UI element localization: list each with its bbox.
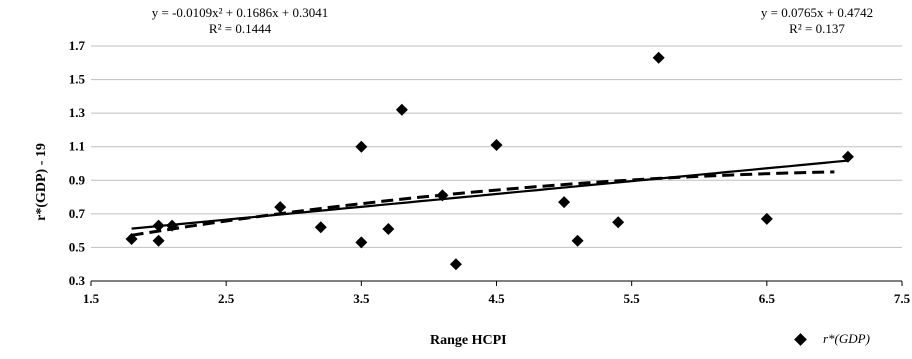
- y-tick-label: 0.3: [69, 273, 86, 288]
- polynomial-trendline: [131, 170, 835, 237]
- x-tick-label: 6.5: [759, 291, 776, 306]
- data-point: [571, 234, 584, 247]
- data-point: [841, 150, 854, 163]
- data-point: [382, 222, 395, 235]
- data-point: [449, 258, 462, 271]
- data-point: [355, 140, 368, 153]
- data-point: [558, 196, 571, 209]
- y-axis-label: r*(GDP) - 19: [34, 143, 49, 221]
- linear-trendline: [131, 159, 849, 230]
- data-point: [490, 139, 503, 152]
- data-point: [166, 219, 179, 232]
- polynomial-trend-label: y = -0.0109x² + 0.1686x + 0.3041 R² = 0.…: [120, 5, 360, 37]
- x-tick-label: 5.5: [624, 291, 641, 306]
- data-point: [355, 236, 368, 249]
- y-tick-label: 1.5: [69, 72, 86, 87]
- y-tick-label: 0.7: [69, 206, 86, 221]
- x-tick-label: 1.5: [83, 291, 100, 306]
- y-tick-label: 1.3: [69, 105, 86, 120]
- data-point: [395, 103, 408, 116]
- data-point: [125, 233, 138, 246]
- y-tick-label: 1.7: [69, 38, 86, 53]
- legend-label: r*(GDP): [823, 331, 870, 347]
- linear-equation: y = 0.0765x + 0.4742: [760, 5, 874, 20]
- data-point: [314, 221, 327, 234]
- polynomial-r2: R² = 0.1444: [208, 21, 272, 36]
- data-point: [274, 201, 287, 214]
- y-tick-label: 0.5: [69, 239, 86, 254]
- y-tick-label: 0.9: [69, 172, 86, 187]
- data-point: [652, 51, 665, 64]
- legend-diamond-marker: [794, 332, 807, 346]
- data-point: [612, 216, 625, 229]
- data-point: [436, 189, 449, 202]
- x-tick-label: 2.5: [218, 291, 235, 306]
- linear-trend-label: y = 0.0765x + 0.4742 R² = 0.137: [722, 5, 912, 37]
- data-point: [152, 219, 165, 232]
- x-tick-label: 7.5: [894, 291, 911, 306]
- y-tick-label: 1.1: [69, 139, 85, 154]
- linear-r2: R² = 0.137: [789, 21, 845, 36]
- x-tick-label: 3.5: [353, 291, 370, 306]
- data-point: [152, 234, 165, 247]
- x-axis-label: Range HCPI: [430, 333, 507, 348]
- x-tick-label: 4.5: [488, 291, 505, 306]
- polynomial-equation: y = -0.0109x² + 0.1686x + 0.3041: [151, 5, 329, 20]
- data-point: [760, 212, 773, 225]
- legend: r*(GDP): [794, 330, 870, 347]
